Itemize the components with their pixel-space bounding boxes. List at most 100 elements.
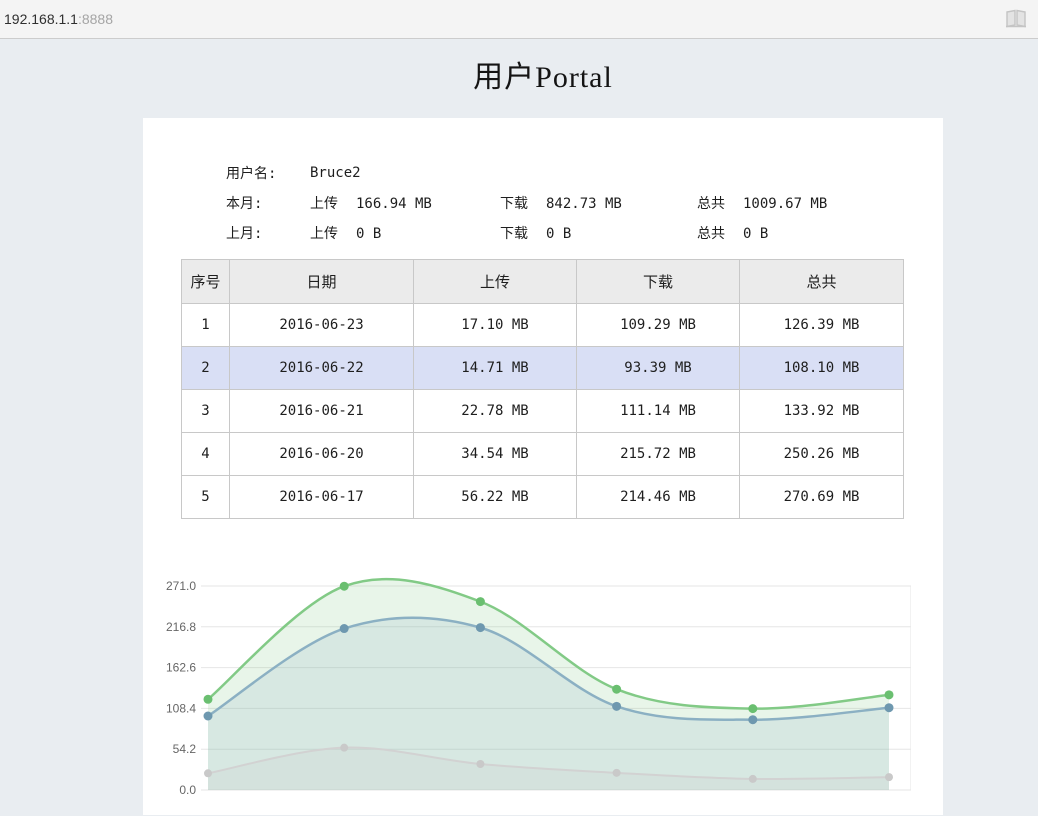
table-cell: 126.39 MB	[739, 303, 904, 347]
stat-label: 上月:	[226, 226, 263, 242]
stat-label: 本月:	[226, 196, 263, 212]
stat-key: 总共	[697, 196, 725, 212]
usage-chart-svg: 271.0 216.8 162.6 108.4 54.2 0.0	[166, 577, 911, 797]
chart-point-upload[interactable]	[612, 768, 621, 777]
stat-value: 总共 1009.67 MB	[697, 193, 827, 213]
stat-value: 下载 842.73 MB	[500, 193, 697, 213]
column-header: 总共	[739, 259, 904, 304]
chart-point-upload[interactable]	[476, 759, 485, 768]
table-cell: 250.26 MB	[739, 432, 904, 476]
chart-point-total[interactable]	[748, 704, 758, 714]
table-cell: 215.72 MB	[576, 432, 740, 476]
table-cell: 109.29 MB	[576, 303, 740, 347]
table-cell: 108.10 MB	[739, 346, 904, 390]
table-cell: 214.46 MB	[576, 475, 740, 519]
table-cell: 17.10 MB	[413, 303, 577, 347]
chart-area-upload	[208, 747, 889, 790]
user-card: 用户名: Bruce2 本月: 上传 166.94 MB 下载 842.73 MB 总共 100…	[143, 118, 943, 815]
chart-point-total[interactable]	[339, 581, 349, 591]
y-axis-tick-label: 271.0	[166, 579, 196, 593]
stat-amount: 0 B	[743, 226, 769, 242]
y-axis-tick-label: 54.2	[173, 742, 197, 756]
chart-point-upload[interactable]	[204, 769, 212, 778]
chart-point-upload[interactable]	[885, 773, 893, 782]
table-cell: 111.14 MB	[576, 389, 740, 433]
table-row[interactable]: 2 2016-06-22 14.71 MB 93.39 MB 108.10 MB	[181, 346, 904, 390]
stat-row-2: 上月: 上传 0 B 下载 0 B 总共 0 B	[226, 218, 943, 248]
chart-point-download[interactable]	[203, 711, 213, 721]
stat-amount: 1009.67 MB	[743, 196, 828, 212]
page-title: 用户Portal	[473, 61, 613, 94]
usage-chart: 271.0 216.8 162.6 108.4 54.2 0.0	[165, 559, 943, 815]
table-row[interactable]: 1 2016-06-23 17.10 MB 109.29 MB 126.39 MB	[181, 303, 904, 347]
chart-point-total[interactable]	[884, 690, 894, 700]
stat-key: 下载	[500, 226, 528, 242]
table-cell: 56.22 MB	[413, 475, 577, 519]
y-axis-tick-label: 162.6	[166, 661, 196, 675]
table-cell: 2	[181, 346, 230, 390]
table-row[interactable]: 3 2016-06-21 22.78 MB 111.14 MB 133.92 MB	[181, 389, 904, 433]
usage-table-head: 序号 日期 上传 下载 总共	[181, 259, 904, 304]
chart-point-download[interactable]	[612, 701, 622, 711]
chart-point-download[interactable]	[339, 624, 349, 634]
y-axis-tick-label: 0.0	[179, 783, 196, 797]
reading-list-icon[interactable]	[1004, 9, 1028, 29]
chart-line-upload	[207, 746, 890, 781]
url-host[interactable]: 192.168.1.1	[4, 11, 78, 27]
browser-address-bar[interactable]: 192.168.1.1:8888	[0, 0, 1038, 39]
stat-amount: 842.73 MB	[546, 196, 622, 212]
table-row[interactable]: 4 2016-06-20 34.54 MB 215.72 MB 250.26 MB	[181, 432, 904, 476]
chart-point-download[interactable]	[748, 715, 758, 725]
table-cell: 3	[181, 389, 230, 433]
stat-key: 上传	[310, 196, 338, 212]
table-cell: 34.54 MB	[413, 432, 577, 476]
table-cell: 133.92 MB	[739, 389, 904, 433]
portal-content: 用户Portal 用户名: Bruce2 本月: 上传 166.94 MB 下载 842.7…	[143, 39, 943, 815]
column-header: 序号	[181, 259, 230, 304]
user-stats: 用户名: Bruce2 本月: 上传 166.94 MB 下载 842.73 MB 总共 100…	[143, 158, 943, 248]
chart-point-upload[interactable]	[748, 774, 757, 783]
column-header: 日期	[229, 259, 414, 304]
table-cell: 4	[181, 432, 230, 476]
chart-point-total[interactable]	[203, 694, 213, 704]
stat-amount: 166.94 MB	[356, 196, 432, 212]
y-axis-tick-label: 108.4	[166, 701, 196, 715]
stat-key: 下载	[500, 196, 528, 212]
stat-value: Bruce2	[310, 165, 500, 181]
stat-key: 上传	[310, 226, 338, 242]
chart-area-download	[208, 617, 889, 790]
chart-point-download[interactable]	[884, 703, 894, 713]
table-cell: 2016-06-22	[229, 346, 414, 390]
stat-key: 总共	[697, 226, 725, 242]
table-cell: 2016-06-20	[229, 432, 414, 476]
table-row[interactable]: 5 2016-06-17 56.22 MB 214.46 MB 270.69 MB	[181, 475, 904, 519]
usage-table-body: 1 2016-06-23 17.10 MB 109.29 MB 126.39 MB 2 20…	[181, 303, 904, 519]
chart-line-download	[207, 616, 890, 721]
chart-line-total	[207, 577, 890, 710]
table-cell: 2016-06-23	[229, 303, 414, 347]
column-header: 上传	[413, 259, 577, 304]
table-cell: 22.78 MB	[413, 389, 577, 433]
table-cell: 2016-06-17	[229, 475, 414, 519]
table-cell: 1	[181, 303, 230, 347]
table-cell: 2016-06-21	[229, 389, 414, 433]
stat-value: 上传 0 B	[310, 223, 500, 243]
stat-value: 上传 166.94 MB	[310, 193, 500, 213]
column-header: 下载	[576, 259, 740, 304]
stat-row-0: 用户名: Bruce2	[226, 158, 943, 188]
stat-value: 下载 0 B	[500, 223, 697, 243]
stat-label: 用户名:	[226, 166, 277, 182]
chart-point-upload[interactable]	[340, 743, 349, 752]
y-axis-tick-label: 216.8	[166, 620, 196, 634]
chart-point-total[interactable]	[475, 597, 485, 607]
table-cell: 270.69 MB	[739, 475, 904, 519]
stat-amount: 0 B	[546, 226, 572, 242]
chart-point-total[interactable]	[612, 684, 622, 694]
stat-value: 总共 0 B	[697, 223, 768, 243]
stat-amount: Bruce2	[310, 165, 361, 181]
chart-point-download[interactable]	[475, 623, 485, 633]
usage-table: 序号 日期 上传 下载 总共 1 2016-06-23 17.10 MB 109.29 MB 1…	[181, 259, 904, 519]
usage-table-header-row: 序号 日期 上传 下载 总共	[181, 259, 904, 304]
table-cell: 93.39 MB	[576, 346, 740, 390]
chart-area-total	[208, 579, 889, 790]
